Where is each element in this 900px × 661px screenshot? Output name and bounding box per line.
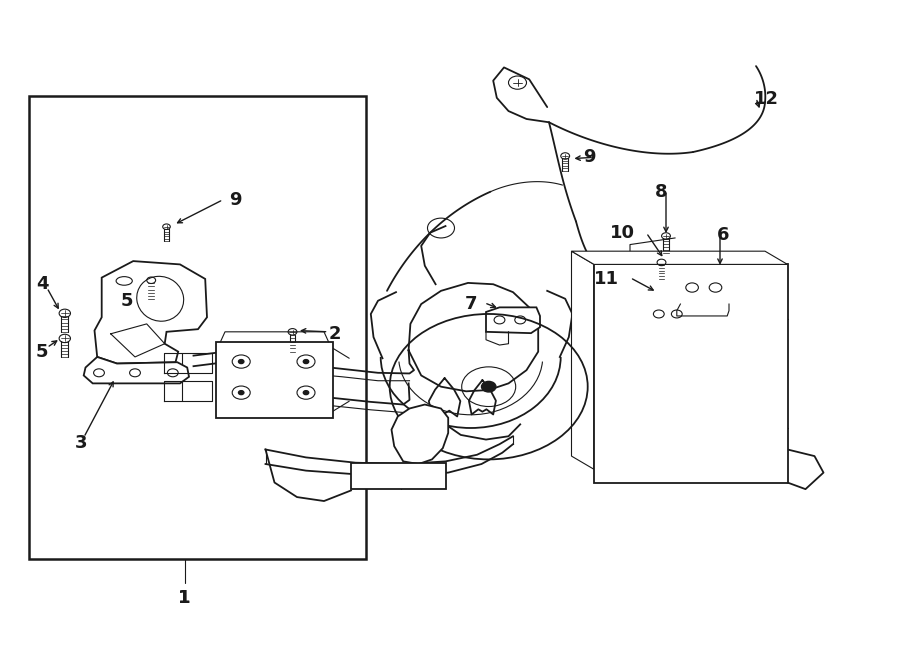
Text: 8: 8: [655, 182, 668, 201]
Ellipse shape: [116, 276, 132, 286]
Polygon shape: [680, 268, 729, 304]
Polygon shape: [84, 357, 189, 383]
Circle shape: [238, 360, 244, 364]
Bar: [351, 463, 446, 489]
Text: 7: 7: [464, 295, 477, 313]
Polygon shape: [648, 292, 688, 332]
Text: 5: 5: [36, 342, 49, 361]
Text: 1: 1: [178, 589, 191, 607]
Text: 4: 4: [36, 275, 49, 293]
Circle shape: [482, 381, 496, 392]
Circle shape: [303, 360, 309, 364]
Ellipse shape: [137, 276, 184, 321]
Text: 5: 5: [121, 292, 133, 310]
Polygon shape: [572, 251, 788, 264]
Text: 2: 2: [328, 325, 341, 343]
Text: 11: 11: [594, 270, 619, 288]
Text: 12: 12: [754, 90, 779, 108]
Text: 10: 10: [610, 223, 635, 242]
Text: 6: 6: [717, 225, 730, 244]
Polygon shape: [392, 405, 448, 464]
Polygon shape: [94, 261, 207, 364]
Text: 9: 9: [583, 148, 596, 167]
Bar: [216, 342, 333, 418]
Text: 1: 1: [178, 589, 191, 607]
Circle shape: [238, 391, 244, 395]
Bar: [594, 264, 788, 483]
Circle shape: [303, 391, 309, 395]
Polygon shape: [572, 251, 594, 469]
Text: 3: 3: [75, 434, 87, 452]
Polygon shape: [486, 307, 540, 333]
Bar: [29, 96, 366, 559]
Text: 9: 9: [230, 190, 242, 209]
